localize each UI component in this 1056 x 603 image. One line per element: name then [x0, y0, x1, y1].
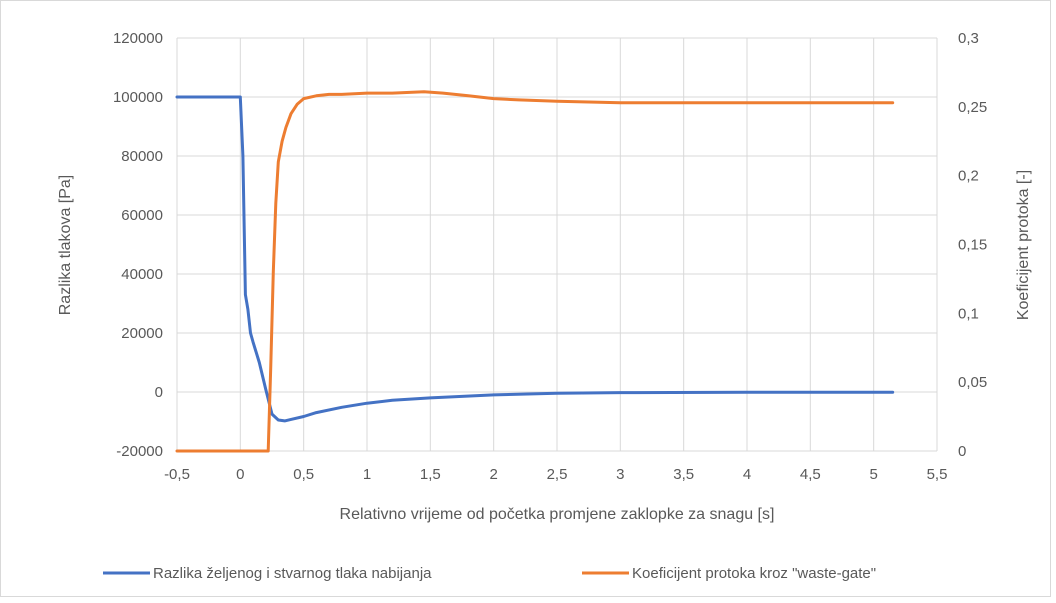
y2-tick-label: 0 [958, 443, 966, 460]
y2-tick-label: 0,05 [958, 374, 987, 391]
legend: Razlika željenog i stvarnog tlaka nabija… [103, 565, 876, 582]
x-tick-label: 0,5 [293, 466, 314, 483]
y-tick-label: 0 [155, 384, 163, 401]
y-tick-label: 100000 [113, 89, 163, 106]
series-lines [175, 90, 895, 453]
y2-tick-label: 0,15 [958, 237, 987, 254]
y2-axis-title: Koeficijent protoka [-] [1015, 170, 1032, 320]
y-axis-title: Razlika tlakova [Pa] [57, 175, 74, 316]
x-tick-label: 3 [616, 466, 624, 483]
y-tick-label: -20000 [116, 443, 163, 460]
x-tick-label: 3,5 [673, 466, 694, 483]
y2-tick-label: 0,1 [958, 305, 979, 322]
y2-tick-label: 0,3 [958, 30, 979, 47]
y-tick-label: 80000 [121, 148, 163, 165]
x-tick-label: -0,5 [164, 466, 190, 483]
x-tick-label: 1,5 [420, 466, 441, 483]
y-tick-label: 20000 [121, 325, 163, 342]
x-tick-label: 4,5 [800, 466, 821, 483]
y-tick-label: 40000 [121, 266, 163, 283]
y-tick-label: 120000 [113, 30, 163, 47]
x-tick-label: 2,5 [547, 466, 568, 483]
x-tick-label: 1 [363, 466, 371, 483]
x-tick-label: 4 [743, 466, 751, 483]
x-tick-label: 0 [236, 466, 244, 483]
x-tick-label: 5 [869, 466, 877, 483]
x-tick-label: 2 [489, 466, 497, 483]
legend-label-flow: Koeficijent protoka kroz "waste-gate" [632, 565, 876, 582]
series-line-pressure-difference [175, 95, 895, 423]
x-axis-title: Relativno vrijeme od početka promjene za… [340, 506, 775, 523]
y-tick-label: 60000 [121, 207, 163, 224]
tick-labels: -20000 0 20000 40000 60000 80000 100000 120000 -… [113, 30, 987, 483]
y2-tick-label: 0,25 [958, 99, 987, 116]
series-line-flow-coefficient [175, 90, 895, 453]
y2-tick-label: 0,2 [958, 168, 979, 185]
x-tick-label: 5,5 [927, 466, 948, 483]
legend-label-pressure: Razlika željenog i stvarnog tlaka nabija… [153, 565, 432, 582]
